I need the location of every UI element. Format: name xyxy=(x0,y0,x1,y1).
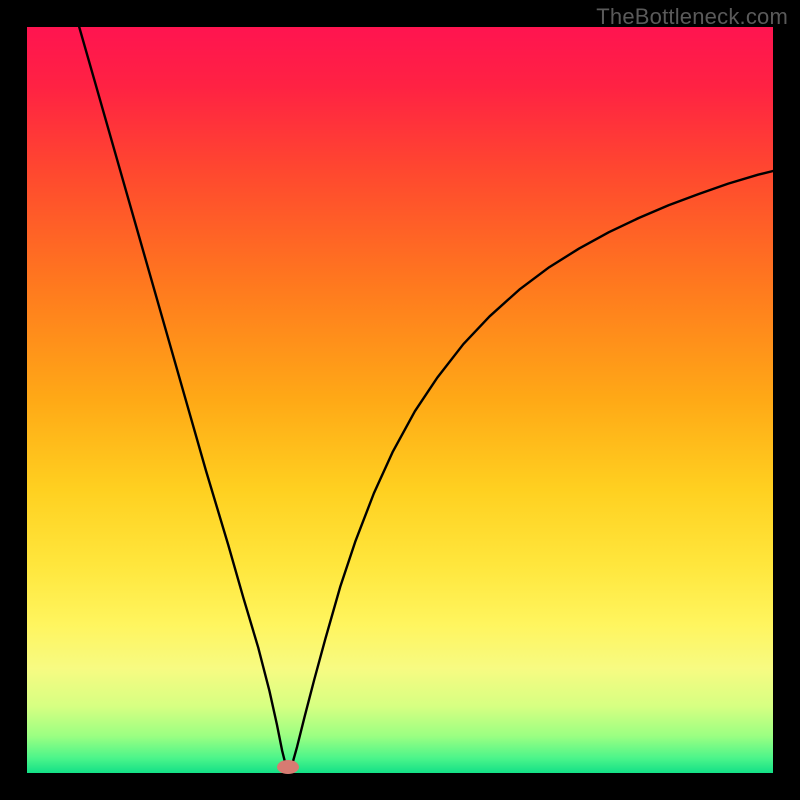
bottleneck-curve-plot xyxy=(27,27,773,773)
chart-frame: TheBottleneck.com xyxy=(0,0,800,800)
optimal-point-marker xyxy=(277,760,299,774)
